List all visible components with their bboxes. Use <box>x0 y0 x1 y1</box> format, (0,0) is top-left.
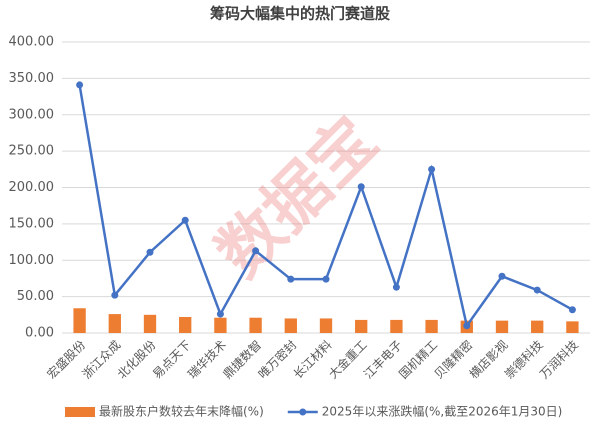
bar <box>355 319 368 333</box>
watermark: 数据宝 <box>204 104 392 292</box>
y-tick-label: 300.00 <box>9 107 55 122</box>
bar <box>249 317 262 333</box>
line-point <box>322 275 330 283</box>
bar <box>319 318 333 333</box>
bar <box>390 319 403 333</box>
y-tick-label: 350.00 <box>9 71 55 86</box>
line-point <box>533 286 541 294</box>
bar <box>566 321 579 333</box>
bar <box>284 318 297 333</box>
line-point <box>76 81 84 89</box>
chart-title: 筹码大幅集中的热门赛道股 <box>210 5 391 23</box>
line-point <box>392 283 400 291</box>
line-point <box>498 272 506 280</box>
line-point <box>111 291 119 299</box>
bar <box>531 320 544 333</box>
legend-label: 2025年以来涨跌幅(%,截至2026年1月30日) <box>322 404 563 419</box>
y-tick-label: 150.00 <box>9 216 55 231</box>
line-point <box>463 322 471 330</box>
bar <box>73 308 86 333</box>
line-point <box>146 248 154 256</box>
y-tick-label: 200.00 <box>9 180 55 195</box>
bar <box>143 314 157 333</box>
y-tick-label: 250.00 <box>9 144 55 159</box>
y-tick-label: 100.00 <box>9 253 55 268</box>
legend-swatch <box>65 407 95 417</box>
y-tick-label: 400.00 <box>9 35 55 50</box>
line-point <box>357 183 365 191</box>
y-tick-label: 50.00 <box>17 289 54 304</box>
bar <box>214 317 227 333</box>
bar <box>495 320 509 333</box>
legend-label: 最新股东户数较去年末降幅(%) <box>99 404 264 419</box>
legend-swatch <box>299 408 307 416</box>
y-tick-label: 0.00 <box>25 326 54 341</box>
x-tick-label: 万润科技 <box>537 338 581 382</box>
line-point <box>428 165 436 173</box>
bar <box>179 316 192 333</box>
line-point <box>568 306 576 314</box>
line-point <box>287 275 295 283</box>
bar <box>425 319 438 333</box>
bar <box>108 314 121 333</box>
line-point <box>181 216 189 224</box>
line-point <box>252 247 260 255</box>
line-point <box>216 310 224 318</box>
